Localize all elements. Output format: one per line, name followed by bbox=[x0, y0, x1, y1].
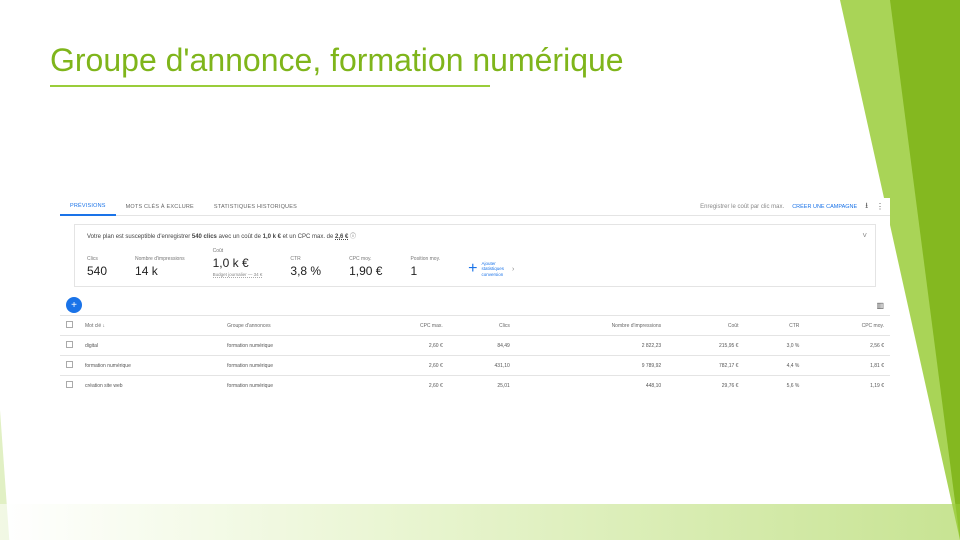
col-clics[interactable]: Clics bbox=[449, 316, 516, 336]
summary-box: Votre plan est susceptible d'enregistrer… bbox=[74, 224, 876, 287]
plus-icon: + bbox=[468, 260, 477, 278]
summary-mid: avec un coût de bbox=[219, 234, 263, 240]
table-row: digital formation numérique 2,60 € 84,49… bbox=[60, 336, 890, 356]
table-row: création site web formation numérique 2,… bbox=[60, 376, 890, 396]
table-row: formation numérique formation numérique … bbox=[60, 356, 890, 376]
cell: 25,01 bbox=[449, 376, 516, 396]
tab-previsions[interactable]: PRÉVISIONS bbox=[60, 198, 116, 216]
summary-mid2: et un CPC max. de bbox=[283, 234, 335, 240]
cell: formation numérique bbox=[221, 376, 363, 396]
more-icon[interactable]: ⋮ bbox=[876, 202, 884, 211]
summary-prefix: Votre plan est susceptible d'enregistrer bbox=[87, 234, 192, 240]
metric-cpc: CPC moy. 1,90 € bbox=[349, 256, 382, 278]
metric-value: 14 k bbox=[135, 264, 185, 278]
col-cpcmax[interactable]: CPC max. bbox=[363, 316, 448, 336]
metric-label: Nombre d'impressions bbox=[135, 256, 185, 262]
cell: 84,49 bbox=[449, 336, 516, 356]
table-header-row: Mot clé ↓ Groupe d'annonces CPC max. Cli… bbox=[60, 316, 890, 336]
add-conversion[interactable]: + Ajouter statistiques conversion › bbox=[468, 260, 514, 278]
metric-ctr: CTR 3,8 % bbox=[290, 256, 321, 278]
metric-label: Coût bbox=[213, 248, 263, 254]
hint-text: Enregistrer le coût par clic max. bbox=[700, 204, 784, 210]
metric-label: Clics bbox=[87, 256, 107, 262]
metric-value: 540 bbox=[87, 264, 107, 278]
col-ctr[interactable]: CTR bbox=[744, 316, 805, 336]
decor-right-triangle-dark bbox=[890, 0, 960, 540]
metric-value: 1,0 k € bbox=[213, 256, 263, 270]
table-body: digital formation numérique 2,60 € 84,49… bbox=[60, 336, 890, 396]
cell: formation numérique bbox=[79, 356, 221, 376]
cell: formation numérique bbox=[221, 356, 363, 376]
metric-label: CTR bbox=[290, 256, 321, 262]
tabs-row: PRÉVISIONS MOTS CLÉS À EXCLURE STATISTIQ… bbox=[60, 198, 890, 216]
col-groupe[interactable]: Groupe d'annonces bbox=[221, 316, 363, 336]
checkbox-all[interactable] bbox=[66, 321, 73, 328]
cell: 2,56 € bbox=[805, 336, 890, 356]
metric-sub: Budget journalier — 34 € bbox=[213, 272, 263, 278]
metric-value: 1,90 € bbox=[349, 264, 382, 278]
tab-historique[interactable]: STATISTIQUES HISTORIQUES bbox=[204, 204, 307, 210]
summary-bold1: 540 clics bbox=[192, 234, 217, 240]
summary-bold3: 2,6 € bbox=[335, 234, 348, 240]
slide: Groupe d'annonce, formation numérique PR… bbox=[0, 0, 960, 540]
metric-value: 3,8 % bbox=[290, 264, 321, 278]
metrics-row: Clics 540 Nombre d'impressions 14 k Coût… bbox=[75, 244, 875, 286]
metric-clics: Clics 540 bbox=[87, 256, 107, 278]
col-motcle[interactable]: Mot clé ↓ bbox=[79, 316, 221, 336]
ads-panel: PRÉVISIONS MOTS CLÉS À EXCLURE STATISTIQ… bbox=[60, 198, 890, 395]
info-icon[interactable]: ⓘ bbox=[350, 234, 356, 240]
metric-label: CPC moy. bbox=[349, 256, 382, 262]
col-cout[interactable]: Coût bbox=[667, 316, 744, 336]
cell: 2,60 € bbox=[363, 356, 448, 376]
cell: 9 789,92 bbox=[516, 356, 667, 376]
cell: 2,60 € bbox=[363, 376, 448, 396]
cell: formation numérique bbox=[221, 336, 363, 356]
create-campaign-button[interactable]: CRÉER UNE CAMPAGNE bbox=[792, 204, 857, 210]
chevron-right-icon: › bbox=[512, 266, 514, 273]
cell: 2 822,23 bbox=[516, 336, 667, 356]
cell: 4,4 % bbox=[744, 356, 805, 376]
chevron-down-icon[interactable]: ˅ bbox=[862, 231, 867, 240]
add-conv-text: Ajouter statistiques conversion bbox=[481, 261, 504, 277]
metric-position: Position moy. 1 bbox=[410, 256, 440, 278]
summary-bold2: 1,0 k € bbox=[263, 234, 281, 240]
col-cpcmoy[interactable]: CPC moy. bbox=[805, 316, 890, 336]
cell: 1,81 € bbox=[805, 356, 890, 376]
cell: digital bbox=[79, 336, 221, 356]
cell: 3,0 % bbox=[744, 336, 805, 356]
keywords-table: Mot clé ↓ Groupe d'annonces CPC max. Cli… bbox=[60, 315, 890, 395]
tabs-right: Enregistrer le coût par clic max. CRÉER … bbox=[700, 200, 890, 214]
cell: 29,76 € bbox=[667, 376, 744, 396]
decor-bottom-bar bbox=[0, 504, 960, 540]
slide-title: Groupe d'annonce, formation numérique bbox=[50, 42, 624, 79]
metric-label: Position moy. bbox=[410, 256, 440, 262]
cell: 215,95 € bbox=[667, 336, 744, 356]
metric-value: 1 bbox=[410, 264, 440, 278]
cell: 431,10 bbox=[449, 356, 516, 376]
toolbar-row: + ▥ bbox=[60, 295, 890, 315]
checkbox[interactable] bbox=[66, 381, 73, 388]
decor-left-triangle bbox=[0, 0, 10, 540]
cell: 2,60 € bbox=[363, 336, 448, 356]
columns-icon[interactable]: ▥ bbox=[876, 301, 884, 310]
summary-sentence: Votre plan est susceptible d'enregistrer… bbox=[75, 225, 875, 244]
add-button[interactable]: + bbox=[66, 297, 82, 313]
cell: 1,19 € bbox=[805, 376, 890, 396]
tab-exclure[interactable]: MOTS CLÉS À EXCLURE bbox=[116, 204, 204, 210]
cell: 782,17 € bbox=[667, 356, 744, 376]
checkbox[interactable] bbox=[66, 361, 73, 368]
col-impr[interactable]: Nombre d'impressions bbox=[516, 316, 667, 336]
metric-cout: Coût 1,0 k € Budget journalier — 34 € bbox=[213, 248, 263, 278]
cell: 5,6 % bbox=[744, 376, 805, 396]
cell: 448,10 bbox=[516, 376, 667, 396]
download-icon[interactable]: ⭳ bbox=[865, 200, 868, 214]
checkbox[interactable] bbox=[66, 341, 73, 348]
metric-impressions: Nombre d'impressions 14 k bbox=[135, 256, 185, 278]
cell: création site web bbox=[79, 376, 221, 396]
